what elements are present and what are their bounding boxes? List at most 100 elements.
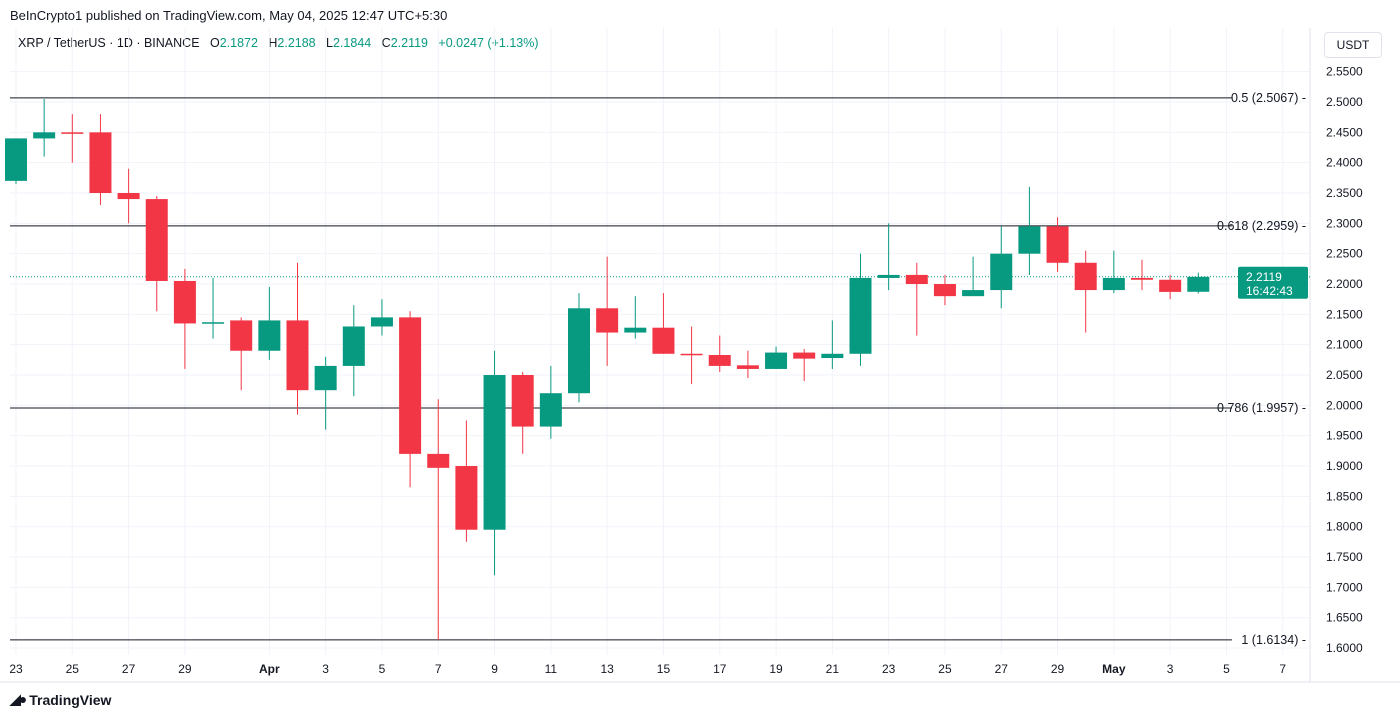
current-price-value: 2.2119 [1246,270,1282,284]
candle-body[interactable] [370,317,393,327]
x-tick-label: 21 [826,662,840,676]
candle-body[interactable] [877,274,900,278]
x-tick-label: 7 [435,662,442,676]
candle-body[interactable] [708,354,731,366]
candle-body[interactable] [61,132,84,134]
candle-body[interactable] [202,322,225,324]
x-tick-label: 29 [178,662,192,676]
candle-body[interactable] [821,353,844,359]
candle-body[interactable] [849,277,872,354]
candle-body[interactable] [89,132,112,194]
y-tick-label: 1.6000 [1326,641,1363,655]
x-tick-label: 3 [1167,662,1174,676]
x-tick-label: 3 [322,662,329,676]
candle-body[interactable] [1187,276,1210,292]
candle-countdown: 16:42:43 [1246,284,1293,298]
candle-body[interactable] [905,274,928,285]
candle-body[interactable] [173,280,196,324]
y-tick-label: 1.7500 [1326,550,1363,564]
y-tick-label: 1.9000 [1326,459,1363,473]
candle-body[interactable] [624,327,647,333]
candle-body[interactable] [455,466,478,530]
candle-body[interactable] [1018,226,1041,254]
candle-body[interactable] [765,352,788,369]
y-tick-label: 1.6500 [1326,611,1363,625]
x-tick-label: 5 [379,662,386,676]
candle-body[interactable] [793,352,816,359]
candle-body[interactable] [736,365,759,369]
fib-level-label: 0.786 (1.9957) - [1217,401,1306,415]
candle-body[interactable] [962,290,985,297]
candle-body[interactable] [990,253,1013,291]
currency-button[interactable]: USDT [1324,32,1382,58]
candle-body[interactable] [145,199,168,281]
candle-body[interactable] [399,317,422,454]
symbol-title[interactable]: XRP / TetherUS · 1D · BINANCE [18,36,200,50]
candle-body[interactable] [568,308,590,394]
candle-body[interactable] [652,327,675,354]
current-price-tag [1238,266,1308,299]
fib-level-label: 0.5 (2.5067) - [1231,91,1306,105]
x-tick-label: 15 [657,662,671,676]
y-tick-label: 2.1500 [1326,307,1363,321]
candle-body[interactable] [596,308,619,333]
y-tick-label: 2.0500 [1326,368,1363,382]
candle-body[interactable] [258,320,281,351]
y-tick-label: 2.0000 [1326,398,1363,412]
y-tick-label: 2.5500 [1326,65,1363,79]
candle-body[interactable] [539,393,562,427]
y-tick-label: 1.8500 [1326,489,1363,503]
x-tick-label: 7 [1279,662,1286,676]
fib-level-label: 0.618 (2.2959) - [1217,219,1306,233]
y-tick-label: 1.8000 [1326,520,1363,534]
close-value: 2.2119 [390,36,428,50]
y-tick-label: 2.5000 [1326,95,1363,109]
candle-body[interactable] [33,132,56,139]
y-tick-label: 2.4500 [1326,125,1363,139]
low-label: L [326,36,333,50]
change-value: +0.0247 (+1.13%) [438,36,539,50]
x-tick-label: 19 [769,662,783,676]
open-value: 2.1872 [219,36,258,50]
x-tick-label: 11 [545,662,558,676]
candle-body[interactable] [1131,277,1153,280]
candle-body[interactable] [1102,277,1125,291]
high-value: 2.2188 [277,36,316,50]
x-tick-label: 27 [122,662,136,676]
candle-body[interactable] [680,353,703,356]
x-tick-label: 27 [995,662,1009,676]
candle-body[interactable] [5,138,27,181]
candle-body[interactable] [314,365,337,391]
low-value: 2.1844 [333,36,372,50]
candle-body[interactable] [1074,262,1097,291]
candle-body[interactable] [342,326,365,366]
candle-body[interactable] [427,453,450,468]
candle-body[interactable] [933,284,956,297]
candle-body[interactable] [483,375,506,530]
x-tick-label: 9 [491,662,498,676]
candle-body[interactable] [511,375,534,427]
candle-body[interactable] [117,193,140,200]
x-tick-label: 5 [1223,662,1230,676]
tradingview-logo-icon: ◢● [10,691,27,707]
x-tick-label: 13 [600,662,614,676]
candle-body[interactable] [1046,226,1069,263]
high-label: H [268,36,278,50]
y-tick-label: 1.9500 [1326,429,1363,443]
open-label: O [209,36,220,50]
tradingview-brand[interactable]: ◢● TradingView [10,691,111,708]
x-tick-label: 23 [9,662,23,676]
y-tick-label: 2.3500 [1326,186,1363,200]
brand-name: TradingView [29,691,112,708]
close-label: C [381,36,391,50]
x-tick-label: 17 [713,662,727,676]
candle-body[interactable] [1159,279,1182,292]
x-tick-label: Apr [259,662,280,676]
y-tick-label: 2.2000 [1326,277,1363,291]
y-tick-label: 2.3000 [1326,216,1363,230]
candle-body[interactable] [230,320,253,351]
candle-body[interactable] [286,320,309,391]
y-tick-label: 2.1000 [1326,338,1363,352]
x-tick-label: May [1102,662,1126,676]
